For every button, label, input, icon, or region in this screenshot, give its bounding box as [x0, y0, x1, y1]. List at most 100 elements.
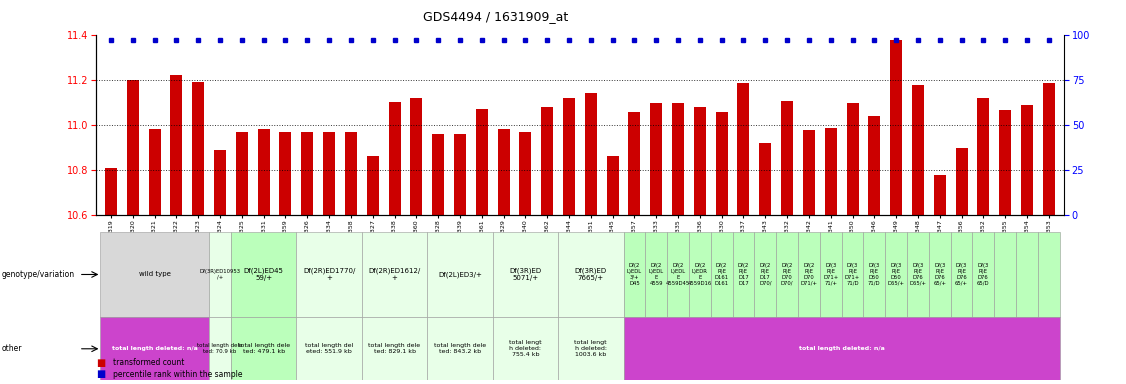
Bar [410, 98, 422, 215]
Text: total length deleted: n/a: total length deleted: n/a [111, 346, 197, 351]
Bar [498, 129, 510, 215]
Bar [738, 83, 750, 215]
Bar [432, 134, 444, 215]
Bar [100, 318, 209, 380]
Bar [1016, 232, 1038, 318]
Bar [650, 103, 662, 215]
Bar [1021, 105, 1033, 215]
Bar [100, 232, 209, 318]
Bar [427, 318, 493, 380]
Text: Df(2R)ED1612/
+: Df(2R)ED1612/ + [368, 268, 421, 281]
Text: Df(2L)ED3/+: Df(2L)ED3/+ [438, 271, 482, 278]
Text: Df(3
R)E
D76
65/D: Df(3 R)E D76 65/D [977, 263, 990, 286]
Bar [824, 128, 837, 215]
Bar [231, 318, 296, 380]
Bar [149, 129, 161, 215]
Text: total length dele
ted: 843.2 kb: total length dele ted: 843.2 kb [434, 343, 486, 354]
Bar [323, 132, 336, 215]
Bar [476, 109, 488, 215]
Bar [689, 232, 711, 318]
Bar [1043, 83, 1055, 215]
Bar [454, 134, 466, 215]
Bar [279, 132, 292, 215]
Bar [841, 232, 864, 318]
Bar [427, 232, 493, 318]
Bar [607, 156, 618, 215]
Text: ■: ■ [96, 369, 105, 379]
Bar [558, 318, 624, 380]
Bar [733, 232, 754, 318]
Bar [847, 103, 858, 215]
Bar [563, 98, 575, 215]
Text: percentile rank within the sample: percentile rank within the sample [113, 370, 242, 379]
Text: total length dele
ted: 70.9 kb: total length dele ted: 70.9 kb [197, 343, 243, 354]
Bar [231, 232, 296, 318]
Text: Df(3
R)E
D50
71/D: Df(3 R)E D50 71/D [868, 263, 881, 286]
Bar [493, 318, 558, 380]
Text: Df(3R)ED
7665/+: Df(3R)ED 7665/+ [574, 268, 607, 281]
Bar [672, 103, 683, 215]
Bar [209, 318, 231, 380]
Bar [754, 232, 776, 318]
Text: Df(2
R)E
D17
D70/: Df(2 R)E D17 D70/ [759, 263, 771, 286]
Bar [235, 132, 248, 215]
Bar [628, 112, 641, 215]
Text: Df(3
R)E
D76
65/+: Df(3 R)E D76 65/+ [955, 263, 968, 286]
Bar [908, 232, 929, 318]
Bar [361, 232, 427, 318]
Bar [542, 107, 553, 215]
Text: GDS4494 / 1631909_at: GDS4494 / 1631909_at [423, 10, 568, 23]
Text: transformed count: transformed count [113, 358, 184, 367]
Bar [694, 107, 706, 215]
Text: total lengt
h deleted:
755.4 kb: total lengt h deleted: 755.4 kb [509, 341, 542, 357]
Bar [891, 40, 902, 215]
Bar [950, 232, 973, 318]
Bar [558, 232, 624, 318]
Bar [776, 232, 798, 318]
Bar [885, 232, 908, 318]
Bar [302, 132, 313, 215]
Bar [624, 318, 1060, 380]
Bar [170, 75, 182, 215]
Text: other: other [1, 344, 21, 353]
Bar [258, 129, 269, 215]
Text: Df(3R)ED10953
/+: Df(3R)ED10953 /+ [199, 269, 241, 280]
Text: total lengt
h deleted:
1003.6 kb: total lengt h deleted: 1003.6 kb [574, 341, 607, 357]
Bar [345, 132, 357, 215]
Text: ■: ■ [96, 358, 105, 368]
Text: Df(2
R)E
D70
D70/: Df(2 R)E D70 D70/ [780, 263, 794, 286]
Text: Df(3R)ED
5071/+: Df(3R)ED 5071/+ [509, 268, 542, 281]
Bar [105, 168, 117, 215]
Text: Df(2
R)E
D70
D71/+: Df(2 R)E D70 D71/+ [801, 263, 817, 286]
Bar [803, 130, 815, 215]
Bar [214, 150, 226, 215]
Bar [667, 232, 689, 318]
Text: Df(2
L)EDR
E
4559D16: Df(2 L)EDR E 4559D16 [688, 263, 712, 286]
Bar [798, 232, 820, 318]
Text: Df(2R)ED1770/
+: Df(2R)ED1770/ + [303, 268, 356, 281]
Bar [1038, 232, 1060, 318]
Bar [977, 98, 990, 215]
Bar [933, 175, 946, 215]
Bar [296, 318, 361, 380]
Text: Df(2
R)E
D161
D161: Df(2 R)E D161 D161 [715, 263, 729, 286]
Text: total length dele
ted: 479.1 kb: total length dele ted: 479.1 kb [238, 343, 289, 354]
Bar [193, 82, 204, 215]
Bar [716, 112, 727, 215]
Bar [820, 232, 841, 318]
Text: wild type: wild type [138, 271, 170, 278]
Bar [973, 232, 994, 318]
Bar [929, 232, 950, 318]
Bar [759, 143, 771, 215]
Bar [994, 232, 1016, 318]
Text: Df(2
L)EDL
E
4559: Df(2 L)EDL E 4559 [649, 263, 664, 286]
Bar [388, 102, 401, 215]
Text: Df(3
R)E
D71+
71/D: Df(3 R)E D71+ 71/D [844, 263, 860, 286]
Text: Df(2
L)EDL
3/+
D45: Df(2 L)EDL 3/+ D45 [627, 263, 642, 286]
Bar [519, 132, 531, 215]
Text: Df(3
R)E
D76
D65/+: Df(3 R)E D76 D65/+ [910, 263, 927, 286]
Text: Df(2L)ED45
59/+: Df(2L)ED45 59/+ [243, 268, 284, 281]
Text: total length dele
ted: 829.1 kb: total length dele ted: 829.1 kb [368, 343, 421, 354]
Bar [367, 156, 378, 215]
Bar [999, 110, 1011, 215]
